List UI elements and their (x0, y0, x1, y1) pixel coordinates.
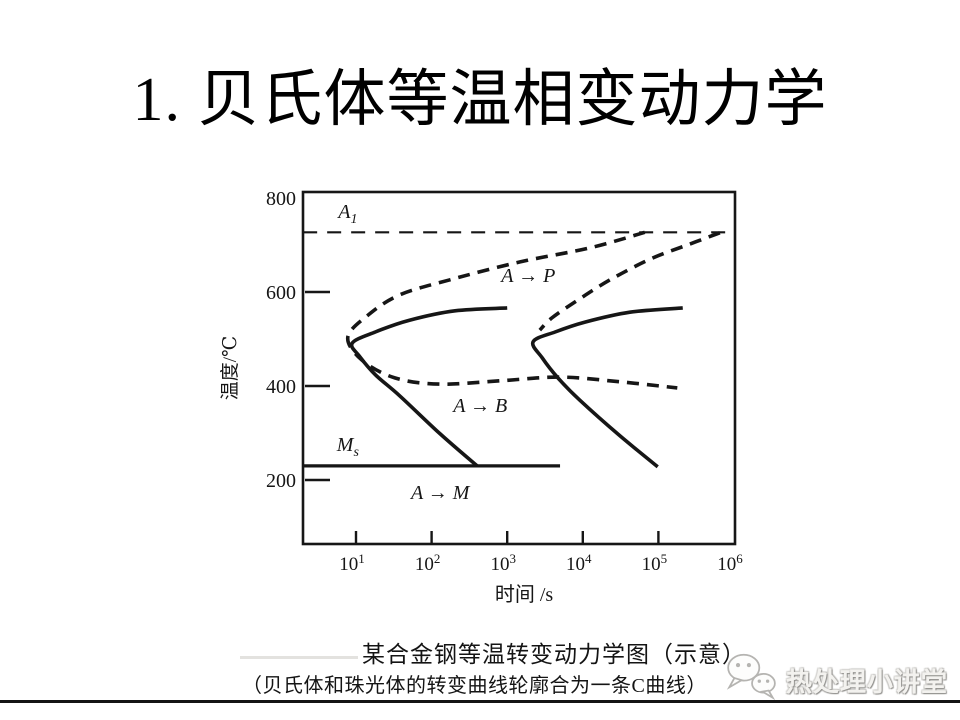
figure-caption-line1: 某合金钢等温转变动力学图（示意） (362, 642, 746, 667)
y-axis-tick-label: 400 (266, 376, 296, 398)
scan-artifact-line (240, 656, 358, 659)
slide-title: 1. 贝氏体等温相变动力学 (132, 66, 828, 134)
curve-bainite-solid-curve (530, 306, 683, 469)
watermark-label: 热处理小讲堂 (786, 668, 949, 697)
y-axis-tick-label: 600 (266, 282, 296, 304)
x-axis-title: 时间 /s (495, 583, 554, 606)
plot-frame (301, 190, 737, 546)
curve-combined-C-curve-dashed-left (345, 230, 678, 390)
annotation-A-P: A → P (499, 265, 555, 287)
y-axis-tick-label: 200 (266, 470, 296, 492)
annotation-A: A1 (336, 201, 357, 227)
figure-caption-line2: （贝氏体和珠光体的转变曲线轮廓合为一条C曲线） (242, 675, 707, 697)
x-axis-tick-label: 103 (490, 551, 516, 575)
curve-combined-C-curve-dashed-right (538, 231, 721, 332)
x-axis-tick-label: 101 (339, 551, 365, 575)
x-axis-tick-label: 104 (566, 551, 592, 575)
x-axis-tick-label: 106 (717, 551, 743, 575)
bottom-separator-line (0, 700, 960, 703)
annotation-M: Ms (336, 434, 360, 460)
y-axis-title: 温度/℃ (219, 336, 241, 401)
x-axis-tick-label: 102 (415, 551, 441, 575)
x-axis-tick-label: 105 (642, 551, 668, 575)
annotation-A-B: A → B (451, 395, 507, 417)
y-axis-tick-label: 800 (266, 188, 296, 210)
wechat-bubbles-icon (726, 653, 776, 701)
annotation-A-M: A → M (409, 482, 471, 504)
curve-pearlite-solid-curve (349, 306, 508, 468)
